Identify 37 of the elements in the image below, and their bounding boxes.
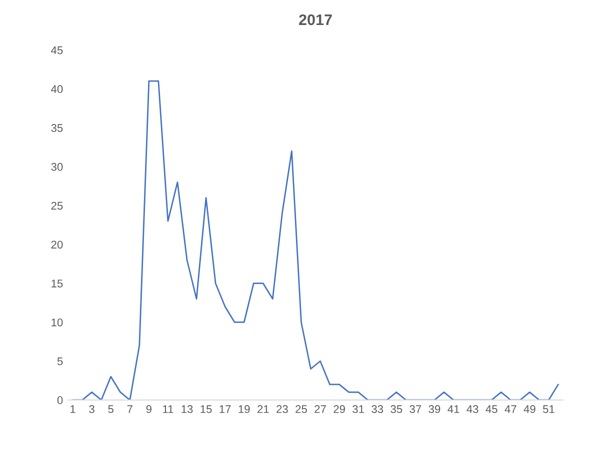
y-tick-label: 30 bbox=[51, 162, 63, 171]
x-tick-label: 25 bbox=[296, 405, 307, 414]
x-tick-label: 47 bbox=[504, 405, 516, 413]
y-tick-label: 0 bbox=[57, 396, 63, 404]
x-tick-label: 19 bbox=[238, 405, 250, 414]
x-tick-label: 37 bbox=[410, 405, 422, 414]
x-tick-label: 49 bbox=[524, 405, 536, 414]
y-tick-label: 40 bbox=[51, 85, 63, 94]
x-tick-label: 41 bbox=[448, 405, 460, 413]
x-tick-label: 7 bbox=[127, 405, 132, 413]
x-tick-label: 31 bbox=[352, 405, 364, 414]
x-tick-label: 45 bbox=[486, 405, 498, 414]
x-tick-label: 3 bbox=[89, 405, 94, 414]
x-tick-label: 9 bbox=[146, 405, 152, 414]
y-tick-label: 10 bbox=[52, 318, 63, 326]
x-tick-label: 21 bbox=[258, 405, 269, 413]
y-tick-label: 45 bbox=[51, 46, 63, 54]
x-tick-label: 15 bbox=[200, 405, 212, 414]
x-tick-label: 27 bbox=[314, 405, 326, 413]
x-tick-label: 11 bbox=[163, 405, 174, 413]
x-tick-label: 23 bbox=[276, 405, 288, 414]
x-tick-label: 39 bbox=[428, 405, 440, 414]
x-tick-label: 1 bbox=[70, 405, 76, 413]
x-tick-label: 17 bbox=[220, 405, 231, 413]
x-tick-label: 13 bbox=[182, 405, 193, 414]
x-tick-label: 51 bbox=[542, 405, 554, 414]
x-tick-label: 29 bbox=[334, 405, 345, 414]
y-tick-label: 15 bbox=[52, 280, 63, 288]
y-tick-label: 5 bbox=[57, 357, 63, 366]
x-tick-label: 43 bbox=[466, 405, 478, 414]
y-tick-label: 25 bbox=[51, 202, 63, 210]
y-tick-label: 20 bbox=[51, 240, 63, 249]
x-tick-label: 33 bbox=[372, 405, 384, 414]
x-tick-label: 5 bbox=[108, 405, 114, 414]
chart-title: 2017 bbox=[299, 14, 332, 26]
x-tick-label: 35 bbox=[390, 405, 402, 414]
y-tick-label: 35 bbox=[51, 124, 63, 132]
